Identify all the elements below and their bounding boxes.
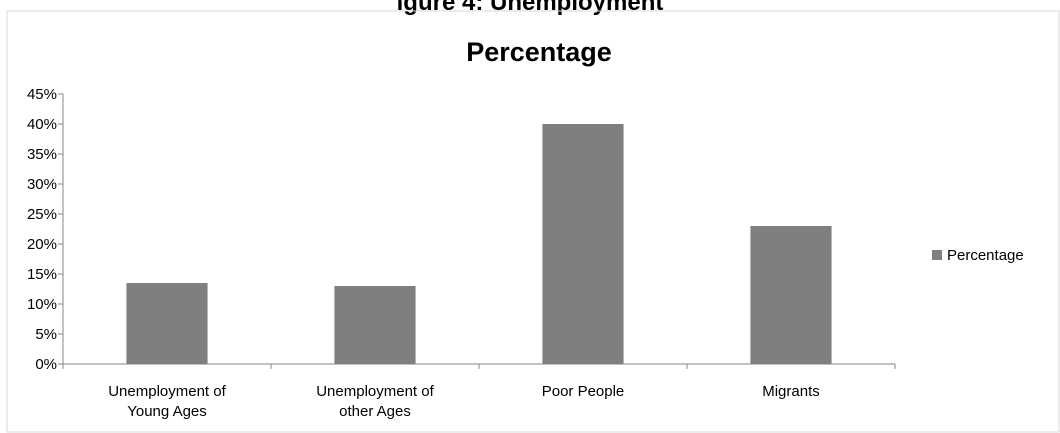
legend-swatch [932,250,942,260]
y-tick-label: 20% [27,236,57,253]
y-tick-label: 0% [35,356,57,373]
bars [126,124,832,364]
y-tick-label: 5% [35,326,57,343]
legend: Percentage [932,247,1024,264]
x-axis [62,363,896,369]
y-tick-label: 45% [27,86,57,103]
x-category-label: Young Ages [127,403,207,420]
x-category-label: Poor People [542,383,625,400]
y-axis: 0% 5% 10% 15% 20% 25% 30% 35% 40% 45% [27,86,64,373]
x-category-label: Unemployment of [316,383,434,400]
y-tick-label: 40% [27,116,57,133]
x-category-label: Migrants [762,383,820,400]
x-category-label: Unemployment of [108,383,226,400]
bar [126,283,208,364]
category-labels: Unemployment of Young Ages Unemployment of… [108,383,820,420]
figure-caption: igure 4: Unemployment [397,0,664,16]
bar [334,286,416,364]
bar [542,124,624,364]
chart-title: Percentage [466,37,612,67]
y-tick-label: 30% [27,176,57,193]
bar [750,226,832,364]
chart-frame [6,10,1060,433]
y-tick-label: 25% [27,206,57,223]
y-tick-label: 10% [27,296,57,313]
legend-label: Percentage [947,247,1024,264]
y-tick-label: 15% [27,266,57,283]
y-tick-label: 35% [27,146,57,163]
x-category-label: other Ages [339,403,411,420]
